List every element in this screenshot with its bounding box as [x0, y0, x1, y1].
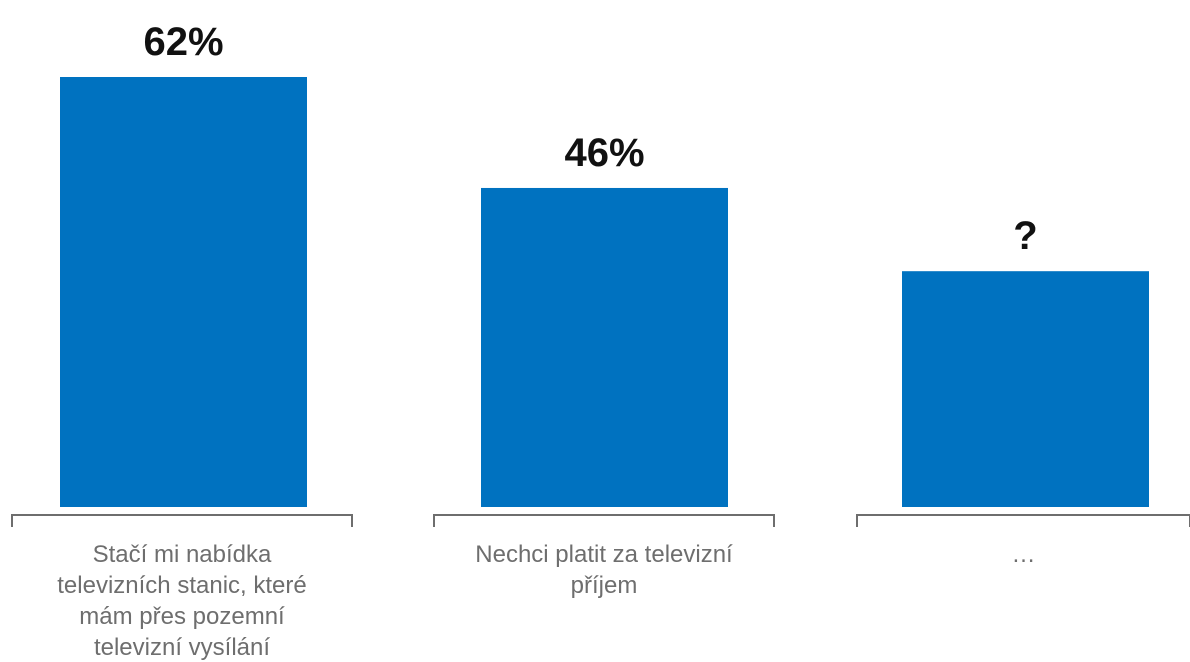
category-label-3: … — [1012, 541, 1036, 568]
category-label-line: … — [1012, 541, 1036, 568]
category-label-line: televizní vysílání — [94, 634, 270, 661]
category-bracket-1 — [11, 514, 353, 527]
category-label-line: mám přes pozemní — [79, 603, 285, 630]
data-label-2: 46% — [564, 131, 644, 175]
data-label-1: 62% — [143, 20, 223, 64]
category-label-1: Stačí mi nabídka televizních stanic, kter… — [57, 541, 306, 661]
category-label-line: Nechci platit za televizní — [475, 541, 733, 568]
data-label-3: ? — [1013, 214, 1037, 258]
category-label-line: příjem — [571, 572, 638, 599]
category-bracket-3 — [856, 514, 1190, 527]
bar-2 — [481, 187, 728, 507]
category-label-line: televizních stanic, které — [57, 572, 306, 599]
category-bracket-2 — [433, 514, 775, 527]
bar-1 — [60, 77, 307, 507]
bar-3 — [902, 271, 1149, 507]
category-label-2: Nechci platit za televizní příjem — [475, 541, 733, 599]
category-label-line: Stačí mi nabídka — [93, 541, 272, 568]
